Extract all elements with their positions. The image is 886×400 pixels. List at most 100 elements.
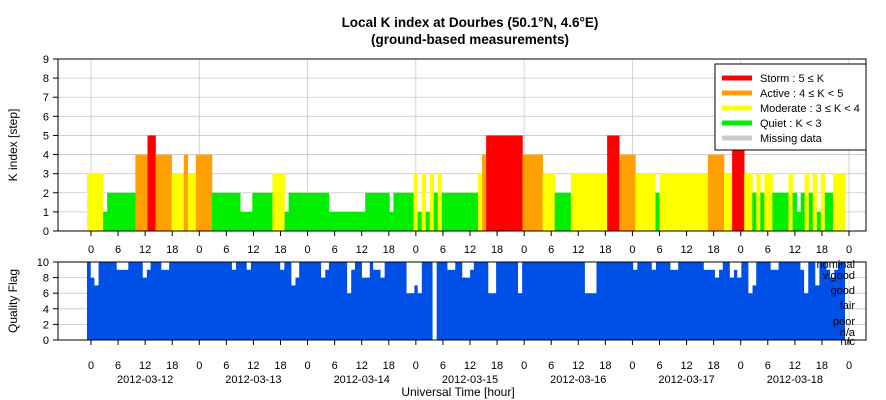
quality-flag-label: good [831,285,855,297]
k-bar [631,154,636,231]
x-tick-label: 0 [846,360,852,372]
k-bar [816,211,822,231]
k-bar [651,173,656,231]
k-bar [590,173,596,231]
k-bar [474,192,479,231]
k-bar [671,173,676,231]
k-bar [518,135,523,231]
bottom-plot-frame [57,261,867,341]
k-bar [195,154,201,231]
x-tick-label: 6 [223,244,229,256]
k-bar [824,192,830,231]
x-tick-label: 18 [274,244,286,256]
x-tick-label: 18 [383,360,395,372]
date-label: 2012-03-15 [442,374,498,386]
quality-dip [413,262,419,286]
k-bar [441,192,447,231]
k-bar [748,173,753,231]
y-tick-label: 2 [43,319,49,331]
k-bar [732,135,737,231]
k-bar [228,192,233,231]
k-bar [139,154,144,231]
k-bar [530,154,535,231]
k-bar [377,192,382,231]
k-bar [445,192,451,231]
quality-dip [492,262,497,294]
bottom-y-axis: 0 2 4 6 8 10 [37,257,58,347]
k-bar [179,173,185,231]
k-bar [272,173,277,231]
k-bar [296,192,301,231]
k-bar [724,173,729,231]
k-bar [812,173,818,231]
k-bar [800,192,805,231]
k-bar [603,173,608,231]
quality-dip [350,262,355,270]
x-tick-label: 6 [440,360,446,372]
quality-dip [466,262,471,278]
x-tick-label: 0 [629,360,635,372]
x-tick-label: 18 [708,360,720,372]
k-bar [409,192,414,231]
k-bar [502,135,507,231]
k-bar [95,173,100,231]
k-bar [203,154,209,231]
k-bar [175,173,181,231]
x-tick-label: 18 [816,244,828,256]
k-bar [320,192,326,231]
x-tick-label: 12 [680,244,692,256]
k-bar [361,211,366,231]
date-label: 2012-03-16 [550,374,606,386]
k-bar [740,135,745,231]
k-bar [425,211,431,231]
date-label: 2012-03-14 [334,374,390,386]
quality-dip [361,262,367,278]
k-bar [191,173,197,231]
quality-dip [295,262,300,278]
k-bar [780,192,785,231]
k-bar [155,154,160,231]
date-label: 2012-03-18 [767,374,823,386]
quality-dip [124,262,129,270]
quality-dip [711,262,716,270]
k-bar [478,173,483,231]
x-tick-label: 12 [356,244,368,256]
x-tick-label: 6 [656,244,662,256]
k-bar [828,192,834,231]
quality-dip [815,262,820,286]
k-bar [115,192,120,231]
x-tick-label: 6 [440,244,446,256]
k-bar [220,192,225,231]
k-bar [639,173,644,231]
k-bar [397,192,402,231]
k-bar [808,192,814,231]
k-bar [292,192,297,231]
k-bar [840,173,846,231]
legend: Storm : 5 ≤ K Active : 4 ≤ K < 5 Moderate … [714,63,867,151]
k-bar [522,154,527,231]
x-tick-label: 0 [88,360,94,372]
k-bar [264,192,269,231]
k-bar [562,192,568,231]
k-bar [550,173,556,231]
k-bar [167,154,172,231]
k-bar [260,192,265,231]
x-tick-label: 6 [548,360,554,372]
k-bar [736,135,741,231]
k-bar [312,192,318,231]
k-bar [171,173,177,231]
k-bar [244,211,249,231]
quality-dip [800,262,805,270]
k-bar [526,154,531,231]
k-bar [163,154,168,231]
x-tick-label: 12 [464,360,476,372]
x-tick-label: 18 [383,244,395,256]
x-tick-label: 12 [789,244,801,256]
x-tick-label: 12 [572,244,584,256]
quality-flag-label: n/c [840,336,855,348]
y-tick-label: 8 [43,73,49,85]
k-bar [111,192,116,231]
x-axis-label: Universal Time [hour] [401,385,514,399]
